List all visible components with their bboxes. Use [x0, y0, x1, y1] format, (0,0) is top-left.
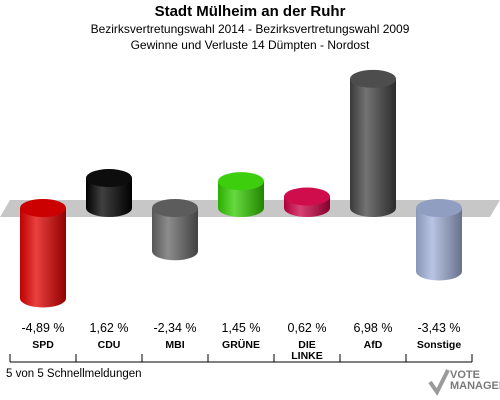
vote-manager-logo: VOTE MANAGER: [428, 366, 500, 400]
bar-grüne: [218, 181, 264, 217]
bar-afd: [350, 78, 396, 218]
chart-subtitle-election: Bezirksvertretungswahl 2014 - Bezirksver…: [90, 22, 410, 36]
value-label: -4,89 %: [21, 321, 64, 335]
bar-cap-spd: [20, 199, 66, 217]
bar-mbi: [152, 208, 198, 261]
bar-cap-cdu: [86, 169, 132, 188]
value-label: 1,62 %: [90, 321, 129, 335]
bar-cdu: [86, 178, 132, 217]
category-label: LINKE: [291, 350, 323, 362]
bar-cap-mbi: [152, 199, 198, 217]
category-label: Sonstige: [417, 339, 461, 351]
bar-cap-grüne: [218, 172, 264, 191]
chart-title: Stadt Mülheim an der Ruhr: [154, 3, 346, 20]
category-label: AfD: [364, 339, 383, 351]
bar-cap-die-linke: [284, 187, 330, 206]
bar-sonstige: [416, 208, 462, 281]
value-label: -3,43 %: [417, 321, 460, 335]
bar-cap-sonstige: [416, 199, 462, 217]
category-label: MBI: [165, 339, 184, 351]
value-label: 0,62 %: [288, 321, 327, 335]
bar-spd: [20, 208, 66, 308]
bar-cap-afd: [350, 69, 396, 88]
chart-subtitle-district: Gewinne und Verluste 14 Dümpten - Nordos…: [130, 38, 370, 52]
value-label: -2,34 %: [153, 321, 196, 335]
category-label: DIE: [298, 339, 316, 351]
status-footer: 5 von 5 Schnellmeldungen: [6, 368, 142, 380]
category-label: SPD: [32, 339, 54, 351]
value-label: 6,98 %: [354, 321, 393, 335]
logo-check-icon: [428, 369, 450, 396]
logo-wordmark: VOTE MANAGER: [450, 369, 500, 392]
value-label: 1,45 %: [222, 321, 261, 335]
category-label: CDU: [98, 339, 121, 351]
category-label: GRÜNE: [222, 338, 260, 351]
